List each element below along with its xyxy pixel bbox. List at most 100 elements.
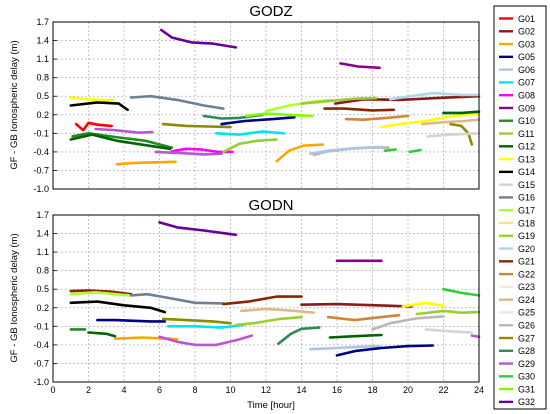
y-tick-label: 1.1 xyxy=(36,247,49,257)
series-G29 xyxy=(158,334,254,347)
series-G19 xyxy=(300,96,378,105)
series-G22 xyxy=(344,114,410,121)
legend: G01 G02 G03 G05 G06 G07 G08 G09 G10 G11 G12 G13 G14 G… xyxy=(493,5,547,410)
series-G09 xyxy=(339,62,381,70)
legend-label-G24: G24 xyxy=(518,295,535,305)
y-tick-label: -0.1 xyxy=(33,321,49,331)
x-tick-label: 20 xyxy=(403,385,413,395)
series-G05 xyxy=(220,116,296,126)
legend-label-G17: G17 xyxy=(518,206,535,216)
legend-label-G10: G10 xyxy=(518,116,535,126)
series-G13 xyxy=(69,96,115,102)
series-G14 xyxy=(69,300,167,314)
series-G21 xyxy=(69,289,133,296)
legend-label-G12: G12 xyxy=(518,142,535,152)
legend-label-G15: G15 xyxy=(518,180,535,190)
series-G32 xyxy=(158,221,238,237)
series-G05 xyxy=(96,318,167,323)
series-G19 xyxy=(415,309,481,316)
y-axis-label-bottom: GF - GB Ionospheric delay (m) xyxy=(9,233,20,362)
series-G27 xyxy=(161,317,232,325)
panel-godz: GODZ -1.0 -0.7 -0.4 -0.1 0.2 0.5 0.8 1.1 1.4 1.7 xyxy=(33,3,481,194)
legend-box xyxy=(493,5,547,410)
legend-label-G27: G27 xyxy=(518,333,535,343)
y-tick-label: 0.5 xyxy=(36,91,49,101)
x-tick-label: 24 xyxy=(474,385,484,395)
y-tick-label: 0.8 xyxy=(36,266,49,276)
x-tick-label: 2 xyxy=(86,385,91,395)
legend-label-G16: G16 xyxy=(518,193,535,203)
y-tick-label: -1.0 xyxy=(33,184,49,194)
legend-label-G29: G29 xyxy=(518,359,535,369)
series-G16 xyxy=(129,292,225,305)
y-tick-label: 0.8 xyxy=(36,73,49,83)
series-G29 xyxy=(94,127,154,134)
series-G07 xyxy=(215,130,286,136)
y-tick-label: 1.4 xyxy=(36,36,49,46)
x-tick-label: 18 xyxy=(367,385,377,395)
series-G15 xyxy=(424,328,474,334)
legend-label-G30: G30 xyxy=(518,372,535,382)
x-tick-label: 12 xyxy=(261,385,271,395)
y-tick-label: 0.2 xyxy=(36,110,49,120)
series-G30 xyxy=(442,287,481,297)
panel-title: GODN xyxy=(249,197,294,214)
y-tick-label: 1.1 xyxy=(36,54,49,64)
legend-label-G14: G14 xyxy=(518,167,535,177)
series-G29 xyxy=(154,150,223,156)
legend-label-G21: G21 xyxy=(518,257,535,267)
legend-label-G02: G02 xyxy=(518,27,535,37)
series-G06 xyxy=(309,344,381,351)
series-G30 xyxy=(383,148,397,152)
y-tick-label: -0.4 xyxy=(33,340,49,350)
series-G12 xyxy=(328,333,383,339)
y-tick-label: -1.0 xyxy=(33,377,49,387)
x-tick-label: 14 xyxy=(296,385,306,395)
series-G24 xyxy=(420,118,481,126)
legend-label-G18: G18 xyxy=(518,218,535,228)
plot-frame xyxy=(52,21,480,190)
series-G17 xyxy=(69,290,131,297)
series-G26 xyxy=(371,315,445,331)
y-tick-label: 0.2 xyxy=(36,303,49,313)
panel-title: GODZ xyxy=(249,3,292,20)
y-tick-label: 0.5 xyxy=(36,284,49,294)
series-G06 xyxy=(309,145,383,155)
series-G24 xyxy=(239,307,316,315)
legend-label-G31: G31 xyxy=(518,384,535,394)
series-G11 xyxy=(234,315,303,327)
x-tick-label: 4 xyxy=(121,385,126,395)
legend-label-G07: G07 xyxy=(518,78,535,88)
series-G12 xyxy=(87,331,117,338)
series-G16 xyxy=(129,94,225,110)
series-G22 xyxy=(326,313,401,322)
x-tick-label: 6 xyxy=(157,385,162,395)
series-G03 xyxy=(113,336,179,341)
x-tick-label: 8 xyxy=(192,385,197,395)
legend-label-G32: G32 xyxy=(518,397,535,407)
legend-label-G20: G20 xyxy=(518,244,535,254)
series-G10 xyxy=(71,132,174,149)
x-axis-label: Time [hour] xyxy=(247,400,295,411)
series-G28 xyxy=(277,326,321,346)
legend-label-G22: G22 xyxy=(518,269,535,279)
legend-label-G01: G01 xyxy=(518,14,535,24)
series-G13 xyxy=(380,112,481,129)
series-G07 xyxy=(167,323,245,329)
legend-label-G11: G11 xyxy=(518,129,534,139)
series-G29 xyxy=(470,334,481,339)
legend-label-G03: G03 xyxy=(518,39,535,49)
y-tick-label: 1.7 xyxy=(36,17,49,27)
series-G01 xyxy=(74,121,113,132)
series-G05 xyxy=(335,344,435,357)
y-tick-label: -0.4 xyxy=(33,147,49,157)
legend-label-G08: G08 xyxy=(518,90,535,100)
plot-frame xyxy=(52,214,480,383)
series-G02 xyxy=(300,302,413,308)
series-G20 xyxy=(388,91,481,101)
series-G14 xyxy=(69,101,129,112)
legend-label-G09: G09 xyxy=(518,103,535,113)
series-G02 xyxy=(333,94,481,105)
legend-label-G23: G23 xyxy=(518,282,535,292)
